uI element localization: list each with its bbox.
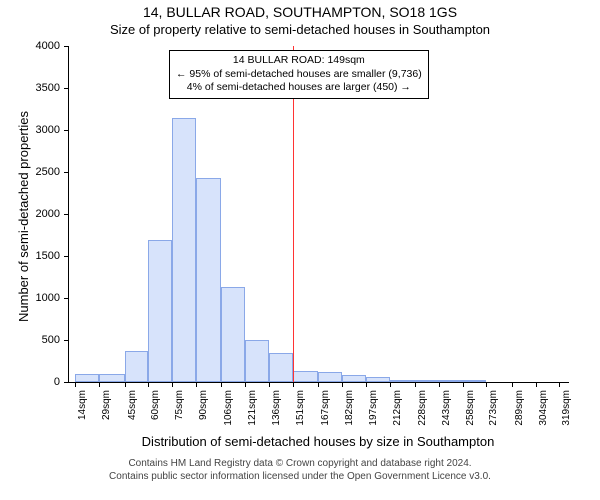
histogram-bar bbox=[293, 371, 318, 382]
histogram-bar bbox=[318, 372, 342, 382]
x-tick-label: 106sqm bbox=[223, 390, 234, 426]
x-axis-label: Distribution of semi-detached houses by … bbox=[68, 434, 568, 449]
chart-container: { "header": { "address_line": "14, BULLA… bbox=[0, 0, 600, 500]
x-tick-label: 319sqm bbox=[561, 390, 572, 426]
histogram-bar bbox=[415, 380, 439, 382]
x-tick-label: 228sqm bbox=[417, 390, 428, 426]
x-tick-label: 14sqm bbox=[77, 390, 88, 420]
y-tick-label: 3500 bbox=[20, 82, 60, 94]
y-tick-label: 0 bbox=[20, 376, 60, 388]
y-tick-label: 3000 bbox=[20, 124, 60, 136]
histogram-bar bbox=[269, 353, 293, 382]
histogram-bar bbox=[366, 377, 390, 382]
x-tick-label: 121sqm bbox=[247, 390, 258, 426]
x-tick-label: 151sqm bbox=[295, 390, 306, 426]
histogram-bar bbox=[463, 380, 487, 382]
x-tick-label: 258sqm bbox=[465, 390, 476, 426]
y-tick-label: 1000 bbox=[20, 292, 60, 304]
footer-line-2: Contains public sector information licen… bbox=[0, 471, 600, 484]
x-tick-label: 182sqm bbox=[344, 390, 355, 426]
histogram-bar bbox=[390, 380, 415, 382]
histogram-bar bbox=[172, 118, 196, 382]
annotation-box: 14 BULLAR ROAD: 149sqm← 95% of semi-deta… bbox=[169, 50, 429, 99]
histogram-bar bbox=[342, 375, 366, 382]
x-tick-label: 197sqm bbox=[368, 390, 379, 426]
histogram-bar bbox=[245, 340, 269, 382]
x-tick-label: 29sqm bbox=[101, 390, 112, 420]
histogram-bar bbox=[99, 374, 124, 382]
page-title: 14, BULLAR ROAD, SOUTHAMPTON, SO18 1GS bbox=[0, 0, 600, 22]
chart-footer: Contains HM Land Registry data © Crown c… bbox=[0, 458, 600, 483]
footer-line-1: Contains HM Land Registry data © Crown c… bbox=[0, 458, 600, 471]
x-tick-label: 243sqm bbox=[441, 390, 452, 426]
x-tick-label: 273sqm bbox=[488, 390, 499, 426]
x-tick-label: 75sqm bbox=[174, 390, 185, 420]
histogram-bar bbox=[148, 240, 172, 382]
histogram-bar bbox=[439, 380, 463, 382]
histogram-bar bbox=[221, 287, 245, 382]
histogram-bar bbox=[125, 351, 149, 382]
x-tick-label: 289sqm bbox=[514, 390, 525, 426]
x-tick-label: 45sqm bbox=[127, 390, 138, 420]
page-subtitle: Size of property relative to semi-detach… bbox=[0, 22, 600, 38]
y-tick-label: 1500 bbox=[20, 250, 60, 262]
x-tick-label: 60sqm bbox=[150, 390, 161, 420]
y-tick-label: 4000 bbox=[20, 40, 60, 52]
annotation-line: ← 95% of semi-detached houses are smalle… bbox=[176, 68, 422, 82]
y-tick-label: 2000 bbox=[20, 208, 60, 220]
x-tick-label: 212sqm bbox=[392, 390, 403, 426]
y-tick-label: 2500 bbox=[20, 166, 60, 178]
annotation-line: 14 BULLAR ROAD: 149sqm bbox=[176, 54, 422, 68]
annotation-line: 4% of semi-detached houses are larger (4… bbox=[176, 81, 422, 95]
histogram-bar bbox=[75, 374, 99, 382]
x-tick-label: 167sqm bbox=[320, 390, 331, 426]
x-tick-label: 90sqm bbox=[198, 390, 209, 420]
histogram-bar bbox=[196, 178, 221, 382]
y-tick-label: 500 bbox=[20, 334, 60, 346]
x-tick-label: 136sqm bbox=[271, 390, 282, 426]
x-tick-label: 304sqm bbox=[538, 390, 549, 426]
plot-area: 14 BULLAR ROAD: 149sqm← 95% of semi-deta… bbox=[68, 46, 569, 383]
